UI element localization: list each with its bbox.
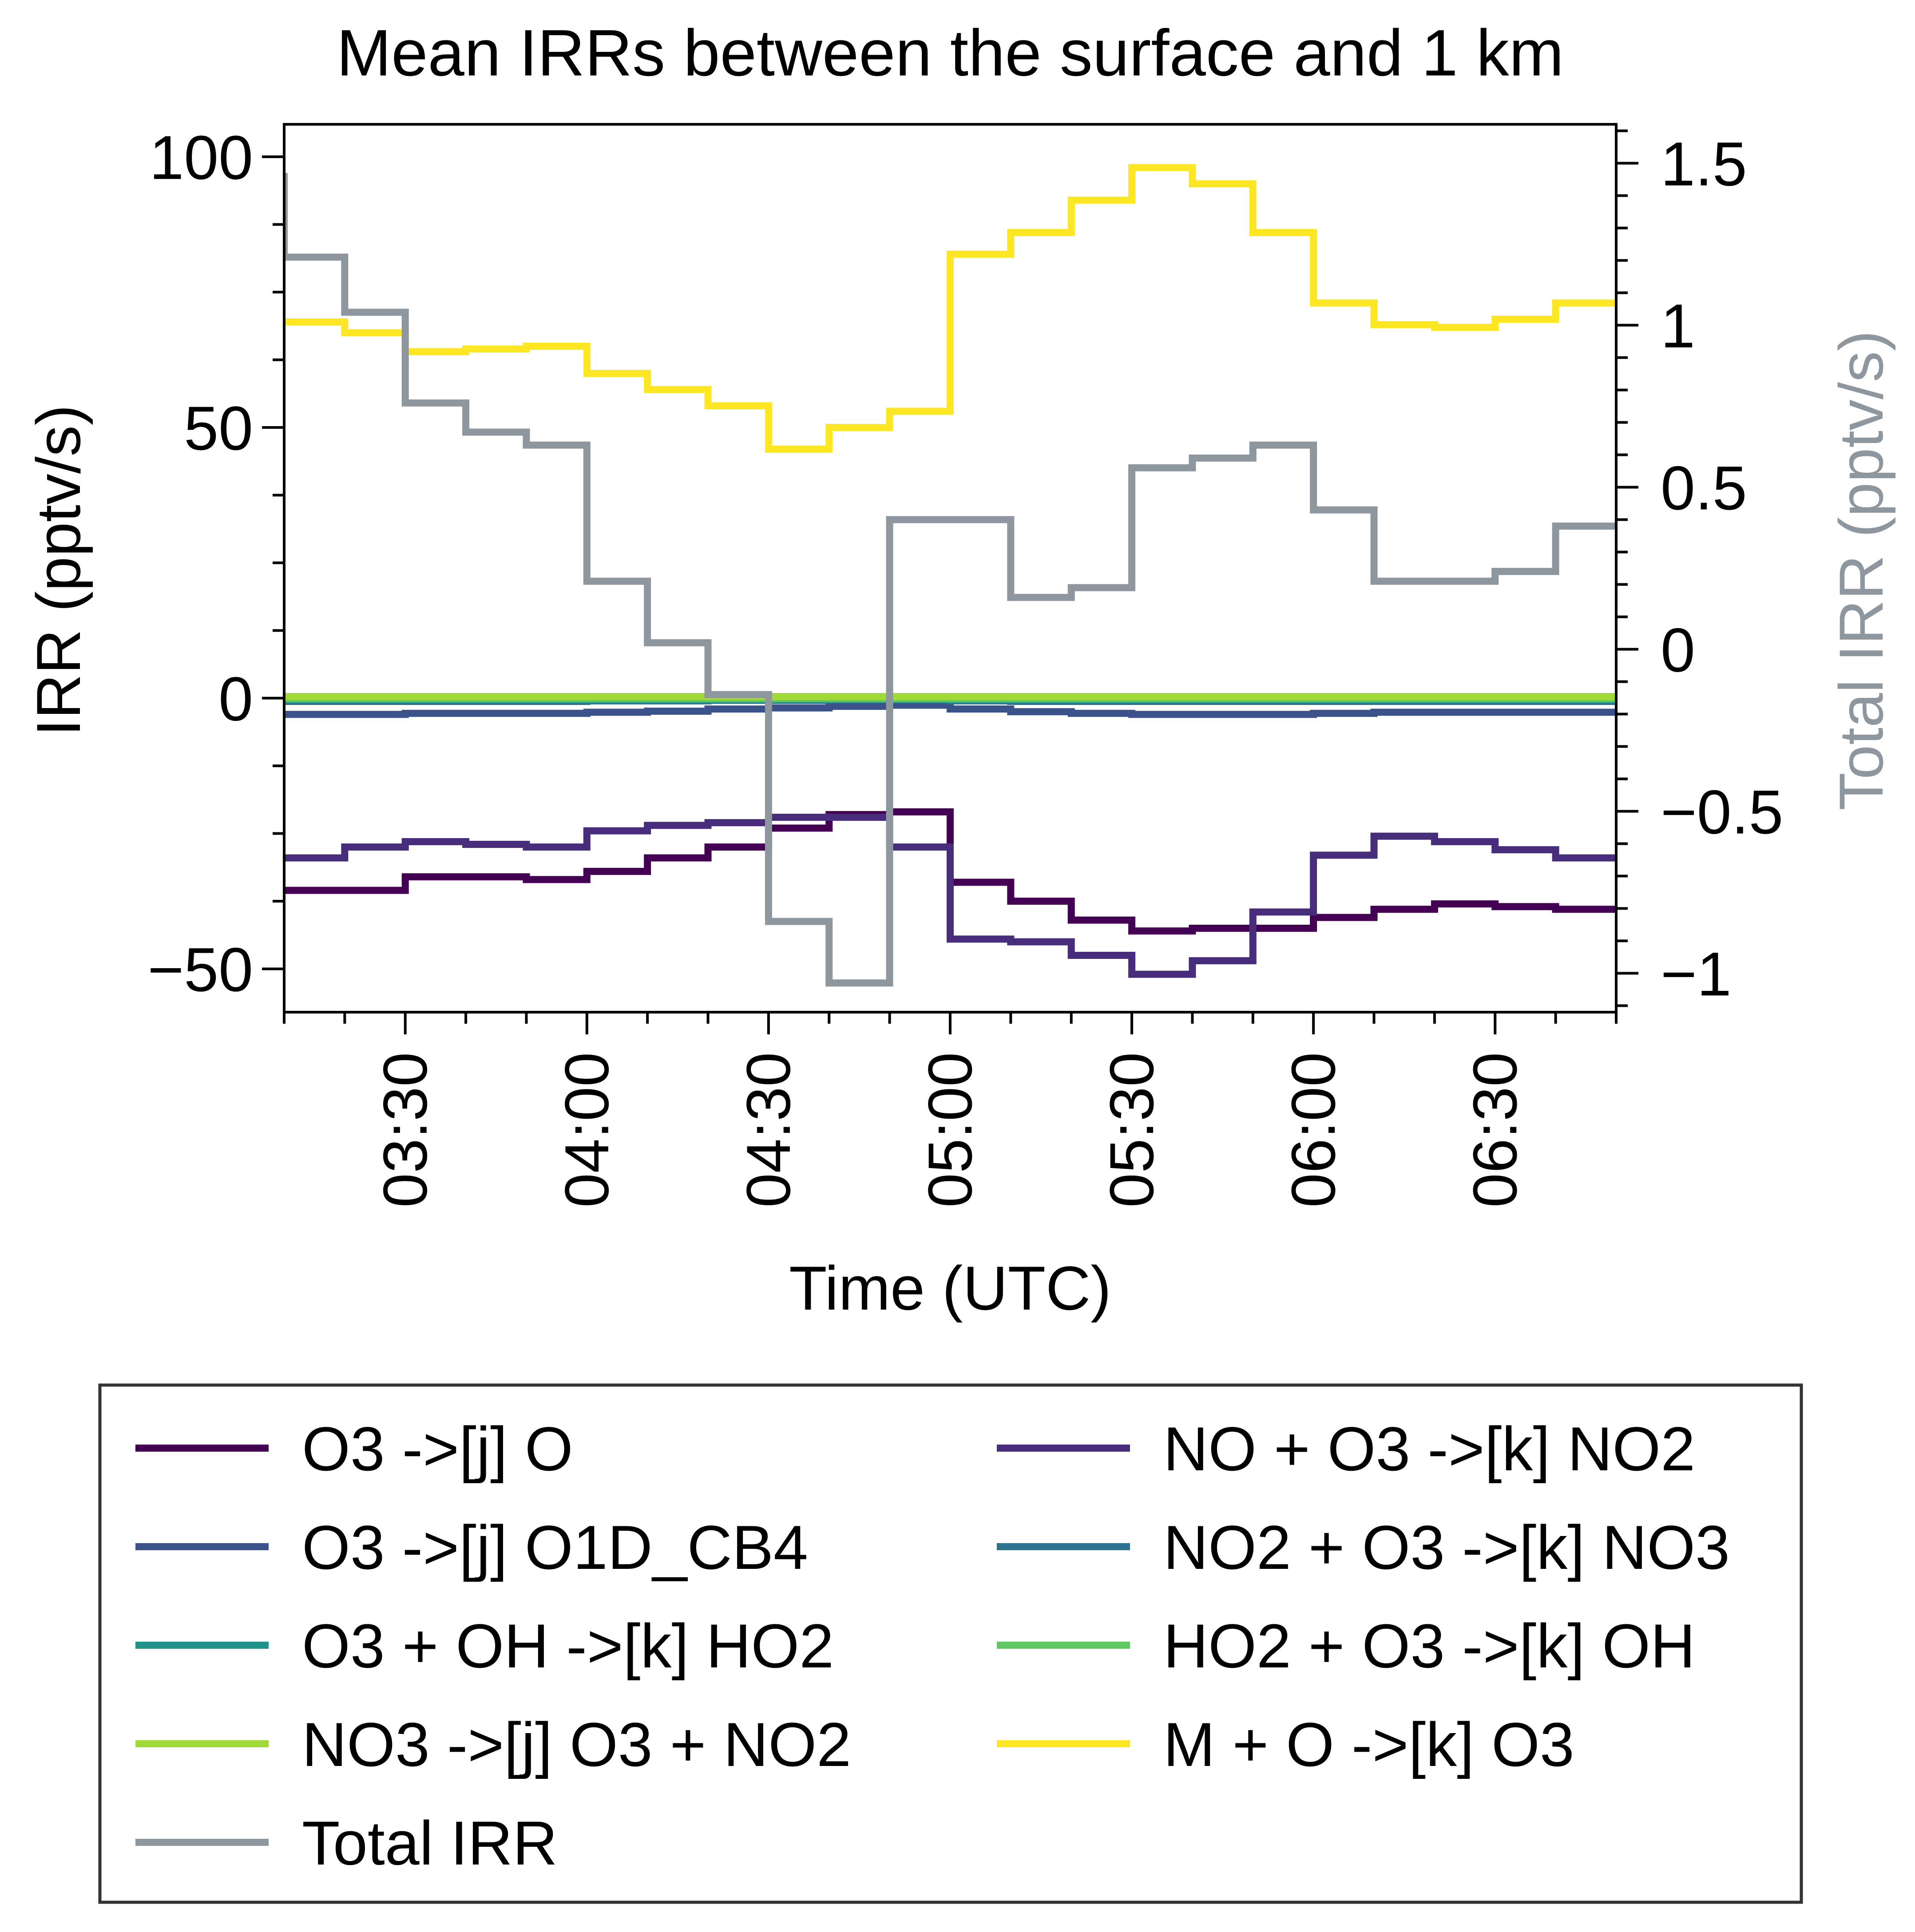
legend-label: O3 + OH ->[k] HO2	[302, 1611, 834, 1681]
legend-label: Total IRR	[302, 1808, 558, 1878]
y2-tick-label: 1.5	[1661, 129, 1747, 199]
series-line-1	[284, 813, 1616, 978]
series-layer	[284, 164, 1616, 987]
y2-tick-label: 0.5	[1661, 453, 1747, 523]
legend-label: NO3 ->[j] O3 + NO2	[302, 1710, 851, 1779]
chart-title: Mean IRRs between the surface and 1 km	[337, 16, 1564, 90]
series-line-2	[284, 701, 1616, 718]
x-tick-label: 04:00	[552, 1052, 622, 1208]
x-tick-label: 06:00	[1278, 1052, 1348, 1208]
y-tick-label: 0	[218, 664, 253, 734]
x-tick-label: 05:00	[915, 1052, 985, 1208]
x-tick-label: 03:30	[370, 1052, 440, 1208]
y-tick-label: −50	[148, 934, 253, 1004]
legend: O3 ->[j] O NO + O3 ->[k] NO2 O3 ->[j] O1D_…	[98, 1383, 1803, 1904]
legend-frame	[98, 1383, 1803, 1904]
x-tick-label: 05:30	[1097, 1052, 1166, 1208]
x-tick-label: 04:30	[733, 1052, 803, 1208]
series-line-8	[284, 173, 1616, 987]
y-tick-label: 100	[149, 123, 253, 192]
legend-label: O3 ->[j] O1D_CB4	[302, 1512, 808, 1582]
legend-label: HO2 + O3 ->[k] OH	[1163, 1611, 1695, 1681]
y2-tick-label: −1	[1661, 939, 1732, 1009]
x-tick-label: 06:30	[1460, 1052, 1530, 1208]
y2-axis-label: Total IRR (pptv/s)	[1826, 330, 1896, 810]
x-axis-label: Time (UTC)	[789, 1253, 1111, 1323]
y2-tick-label: 1	[1661, 291, 1695, 361]
y-axis-right: 1.5 1 0.5 0 −0.5 −1	[1616, 129, 1783, 1009]
legend-label: O3 ->[j] O	[302, 1414, 573, 1484]
y-axis-left: 100 50 0 −50	[148, 123, 284, 1004]
legend-label: NO + O3 ->[k] NO2	[1163, 1414, 1695, 1484]
y-tick-label: 50	[184, 393, 253, 463]
y-axis-label: IRR (pptv/s)	[24, 405, 93, 736]
x-axis: 03:30 04:00 04:30 05:00 05:30 06:00 06:30	[283, 1012, 1618, 1208]
y2-tick-label: −0.5	[1661, 777, 1783, 847]
legend-label: NO2 + O3 ->[k] NO3	[1163, 1512, 1730, 1582]
legend-label: M + O ->[k] O3	[1163, 1710, 1574, 1779]
series-line-7	[284, 164, 1616, 453]
y2-tick-label: 0	[1661, 615, 1695, 685]
